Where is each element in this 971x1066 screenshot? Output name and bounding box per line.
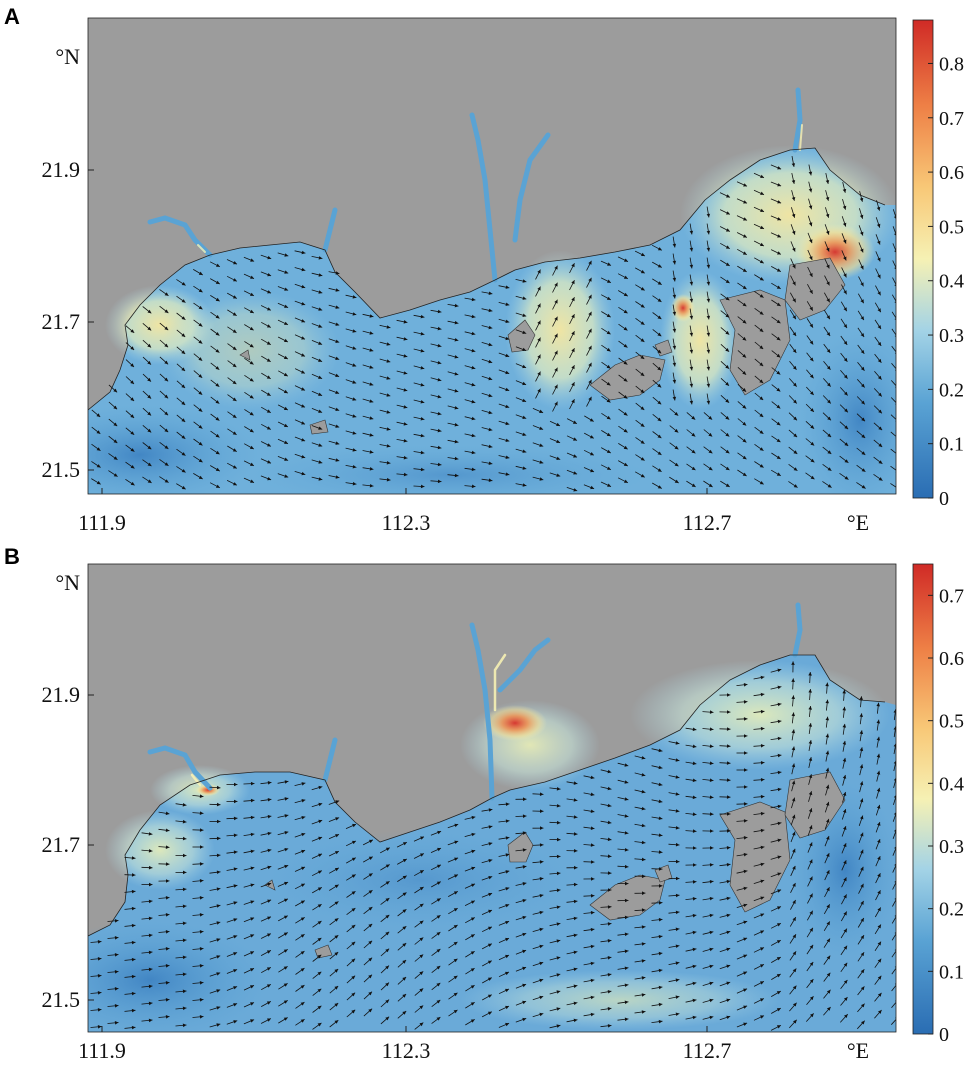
colorbar-tick-label: 0.5: [939, 711, 964, 733]
colorbar-gradient: [913, 20, 933, 498]
colorbar-tick-label: 0: [939, 488, 949, 510]
colorbar-gradient: [913, 564, 933, 1034]
x-tick-label: 111.9: [78, 1038, 126, 1061]
colorbar-tick-label: 0.5: [939, 216, 964, 238]
colorbar-tick-label: 0.6: [939, 162, 964, 184]
colorbar-tick-label: 0.7: [939, 585, 964, 607]
x-tick-label: 112.7: [683, 1038, 732, 1061]
warm-zone: [105, 810, 215, 890]
map-a: 21.9 21.7 21.5 °N 111.9 112.3 112.7 °E 0…: [0, 0, 971, 535]
colorbar-tick-label: 0.7: [939, 108, 964, 130]
colorbar: 0.7 0.6 0.5 0.4 0.3 0.2 0.1 0: [913, 564, 964, 1046]
colorbar-tick-label: 0.3: [939, 325, 964, 347]
x-axis: 111.9 112.3 112.7 °E: [78, 488, 869, 535]
x-tick-label: 112.3: [382, 1038, 431, 1061]
panel-b: B: [0, 540, 971, 1061]
y-axis-unit: °N: [55, 570, 80, 595]
colorbar-tick-label: 0.8: [939, 53, 964, 75]
y-tick-label: 21.7: [42, 309, 81, 334]
y-axis-unit: °N: [55, 44, 80, 69]
colorbar-tick-label: 0.6: [939, 648, 964, 670]
cool-zone: [800, 330, 920, 510]
panel-label-a: A: [4, 4, 20, 30]
y-axis: 21.9 21.7 21.5 °N: [42, 44, 95, 482]
colorbar-tick-label: 0.2: [939, 899, 964, 921]
y-tick-label: 21.9: [42, 157, 81, 182]
colorbar-tick-label: 0: [939, 1024, 949, 1046]
colorbar-tick-label: 0.2: [939, 379, 964, 401]
map-b: 21.9 21.7 21.5 °N 111.9 112.3 112.7 °E 0…: [0, 540, 971, 1061]
x-tick-label: 112.7: [683, 510, 732, 535]
hot-spot: [483, 705, 547, 741]
colorbar-tick-label: 0.1: [939, 961, 964, 983]
y-tick-label: 21.7: [42, 832, 81, 857]
y-tick-label: 21.5: [42, 987, 81, 1012]
x-axis-unit: °E: [847, 1038, 869, 1061]
y-axis: 21.9 21.7 21.5 °N: [42, 570, 95, 1012]
y-tick-label: 21.5: [42, 457, 81, 482]
x-tick-label: 111.9: [78, 510, 126, 535]
x-axis-unit: °E: [847, 510, 869, 535]
colorbar-tick-label: 0.4: [939, 773, 964, 795]
warm-zone: [660, 270, 740, 410]
colorbar: 0.8 0.7 0.6 0.5 0.4 0.3 0.2 0.1 0: [913, 20, 964, 510]
warm-zone: [630, 660, 890, 770]
warm-zone: [460, 970, 780, 1030]
y-tick-label: 21.9: [42, 682, 81, 707]
colorbar-tick-label: 0.4: [939, 271, 964, 293]
panel-a: A: [0, 0, 971, 535]
x-tick-label: 112.3: [382, 510, 431, 535]
colorbar-tick-label: 0.1: [939, 434, 964, 456]
panel-label-b: B: [4, 544, 20, 570]
cool-zone: [20, 405, 260, 505]
colorbar-tick-label: 0.3: [939, 836, 964, 858]
